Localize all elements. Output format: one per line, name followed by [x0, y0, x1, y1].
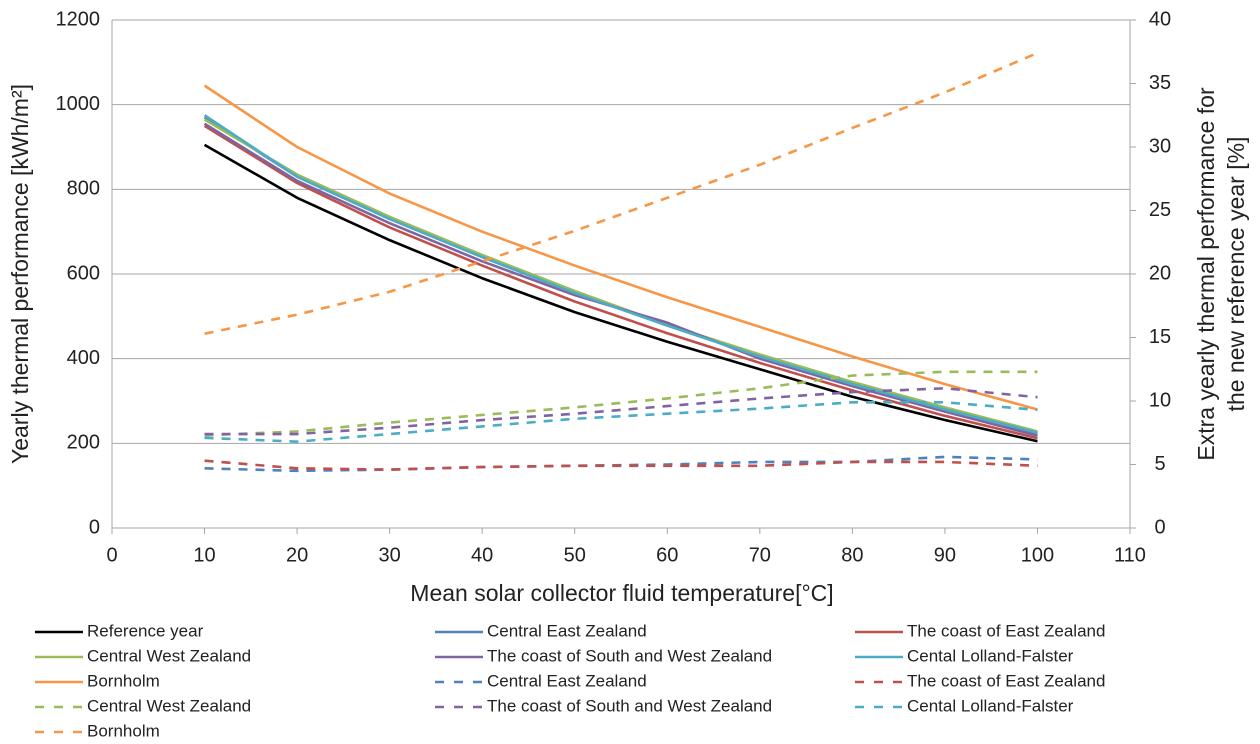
- x-tick-label: 80: [841, 544, 863, 566]
- y2-tick-label: 5: [1154, 453, 1165, 475]
- x-tick-label: 20: [286, 544, 308, 566]
- x-tick-label: 90: [934, 544, 956, 566]
- y-tick-label: 0: [89, 516, 100, 538]
- legend-label: The coast of South and West Zealand: [487, 646, 772, 665]
- x-tick-label: 10: [193, 544, 215, 566]
- legend-label: Central East Zealand: [487, 621, 647, 640]
- legend-label: The coast of East Zealand: [907, 671, 1105, 690]
- legend-label: Central West Zealand: [87, 696, 251, 715]
- series-line: [203, 116, 1038, 436]
- series-line: [204, 459, 1038, 471]
- legend-label: Central East Zealand: [487, 671, 647, 690]
- legend-label: Reference year: [87, 621, 204, 640]
- y-tick-label: 800: [67, 178, 100, 200]
- legend-label: Cental Lolland-Falster: [907, 646, 1074, 665]
- x-axis-label: Mean solar collector fluid temperature[°…: [410, 580, 833, 606]
- x-tick-label: 110: [1114, 544, 1146, 566]
- series-line: [203, 118, 1038, 433]
- x-tick-label: 100: [1021, 544, 1054, 566]
- legend-label: Central West Zealand: [87, 646, 251, 665]
- series-line: [203, 124, 1038, 440]
- y-tick-label: 200: [67, 432, 100, 454]
- y2-tick-label: 25: [1149, 199, 1171, 221]
- series-line: [203, 84, 1038, 411]
- x-tick-label: 70: [749, 544, 771, 566]
- series-line: [203, 143, 1038, 443]
- y2-tick-label: 35: [1149, 72, 1171, 94]
- legend-label: Cental Lolland-Falster: [907, 696, 1074, 715]
- series-line: [204, 387, 1038, 436]
- x-tick-label: 0: [106, 544, 117, 566]
- series-line: [204, 51, 1038, 335]
- y2-tick-label: 20: [1149, 262, 1171, 284]
- y2-axis-label: Extra yearly thermal performance for: [1193, 87, 1219, 461]
- legend-label: Bornholm: [87, 671, 160, 690]
- series-line: [203, 114, 1038, 435]
- y2-tick-label: 40: [1149, 8, 1171, 30]
- x-tick-label: 50: [564, 544, 586, 566]
- y2-tick-label: 30: [1149, 135, 1171, 157]
- legend-label: Bornholm: [87, 721, 160, 740]
- y-axis-label: Yearly thermal performance [kWh/m²]: [7, 84, 33, 464]
- x-tick-label: 40: [471, 544, 493, 566]
- series-line: [204, 400, 1038, 443]
- series-line: [203, 122, 1038, 437]
- y2-tick-label: 0: [1154, 516, 1165, 538]
- x-tick-label: 30: [379, 544, 401, 566]
- legend-label: The coast of South and West Zealand: [487, 696, 772, 715]
- y-tick-label: 1200: [56, 8, 101, 30]
- legend-label: The coast of East Zealand: [907, 621, 1105, 640]
- series-line: [204, 370, 1038, 437]
- y2-tick-label: 15: [1149, 326, 1171, 348]
- y-tick-label: 400: [67, 347, 100, 369]
- y2-tick-label: 10: [1149, 389, 1171, 411]
- y-tick-label: 1000: [56, 93, 101, 115]
- x-tick-label: 60: [656, 544, 678, 566]
- y-tick-label: 600: [67, 262, 100, 284]
- y2-axis-label: the new reference year [%]: [1223, 137, 1249, 412]
